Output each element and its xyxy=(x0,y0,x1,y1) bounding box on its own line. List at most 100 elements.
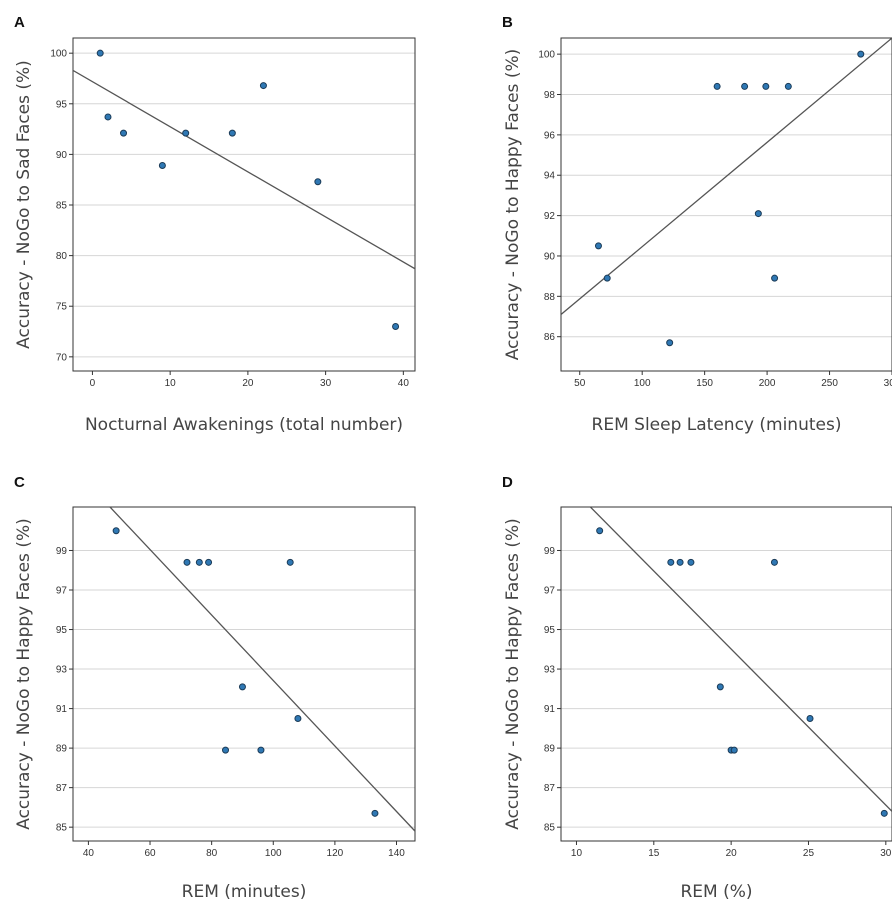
data-point xyxy=(392,322,400,330)
plot-frame xyxy=(560,37,892,372)
panel-letter: B xyxy=(502,14,513,31)
y-tick-label: 97 xyxy=(544,586,556,597)
regression-line xyxy=(109,507,415,832)
x-axis-title: Nocturnal Awakenings (total number) xyxy=(85,415,403,435)
data-point xyxy=(182,129,190,137)
y-axis-title: Accuracy - NoGo to Sad Faces (%) xyxy=(14,60,34,349)
panel-b: 86 88 90 92 94 96 98 100 50 100 150 200 250 300 B REM S… xyxy=(502,14,892,435)
data-point xyxy=(770,558,778,566)
x-tick-label: 250 xyxy=(821,378,838,389)
y-tick-label: 87 xyxy=(544,783,556,794)
x-tick-label: 140 xyxy=(388,848,405,859)
data-point xyxy=(205,558,213,566)
y-tick-label: 95 xyxy=(56,625,68,636)
y-axis-title: Accuracy - NoGo to Happy Faces (%) xyxy=(14,518,34,830)
data-point xyxy=(716,683,724,691)
x-tick-label: 30 xyxy=(880,848,892,859)
y-tick-label: 97 xyxy=(56,586,68,597)
y-tick-label: 95 xyxy=(56,99,68,110)
x-tick-label: 20 xyxy=(726,848,738,859)
x-tick-label: 150 xyxy=(696,378,713,389)
x-axis-title: REM (%) xyxy=(680,882,752,902)
regression-line xyxy=(561,38,892,315)
y-tick-label: 94 xyxy=(544,171,556,182)
data-point xyxy=(762,82,770,90)
y-tick-label: 93 xyxy=(544,665,556,676)
data-point xyxy=(112,527,120,535)
y-tick-label: 85 xyxy=(56,823,68,834)
y-tick-label: 86 xyxy=(544,332,556,343)
y-tick-label: 85 xyxy=(56,201,68,212)
y-tick-label: 99 xyxy=(56,546,68,557)
data-point xyxy=(96,49,104,57)
data-point xyxy=(104,113,112,121)
panel-letter: C xyxy=(14,474,25,491)
y-tick-label: 75 xyxy=(56,302,68,313)
data-point xyxy=(730,746,738,754)
data-point xyxy=(183,558,191,566)
x-tick-label: 30 xyxy=(320,378,332,389)
y-tick-label: 70 xyxy=(56,352,68,363)
y-tick-label: 90 xyxy=(56,150,68,161)
data-point xyxy=(741,82,749,90)
x-tick-label: 10 xyxy=(165,378,177,389)
data-point xyxy=(294,714,302,722)
x-tick-label: 100 xyxy=(265,848,282,859)
data-point xyxy=(713,82,721,90)
data-point xyxy=(314,178,322,186)
data-point xyxy=(806,714,814,722)
panel-c: 85 87 89 91 93 95 97 99 40 60 80 100 120 140 C REM (min… xyxy=(14,474,416,902)
y-tick-label: 96 xyxy=(544,130,556,141)
plot-frame xyxy=(72,506,416,842)
plot-frame xyxy=(560,506,892,842)
data-point xyxy=(880,809,888,817)
x-tick-label: 15 xyxy=(648,848,660,859)
y-tick-label: 98 xyxy=(544,90,556,101)
data-point xyxy=(676,558,684,566)
x-tick-label: 40 xyxy=(398,378,410,389)
regression-line xyxy=(73,69,415,270)
x-tick-label: 300 xyxy=(884,378,892,389)
x-tick-label: 80 xyxy=(206,848,218,859)
x-tick-label: 10 xyxy=(571,848,583,859)
y-tick-label: 100 xyxy=(538,50,555,61)
data-point xyxy=(596,527,604,535)
data-point xyxy=(857,50,865,58)
x-tick-label: 40 xyxy=(83,848,95,859)
data-point xyxy=(158,162,166,170)
y-tick-label: 88 xyxy=(544,292,556,303)
data-point xyxy=(257,746,265,754)
x-axis-title: REM Sleep Latency (minutes) xyxy=(592,415,842,435)
data-point xyxy=(594,242,602,250)
x-tick-label: 120 xyxy=(327,848,344,859)
data-point xyxy=(222,746,230,754)
data-point xyxy=(603,274,611,282)
x-tick-label: 100 xyxy=(634,378,651,389)
data-point xyxy=(286,558,294,566)
y-tick-label: 89 xyxy=(544,744,556,755)
y-tick-label: 89 xyxy=(56,744,68,755)
panel-letter: D xyxy=(502,474,513,491)
regression-line xyxy=(589,507,892,812)
y-tick-label: 91 xyxy=(56,704,68,715)
data-point xyxy=(228,129,236,137)
y-tick-label: 80 xyxy=(56,251,68,262)
x-tick-label: 25 xyxy=(803,848,815,859)
y-tick-label: 91 xyxy=(544,704,556,715)
y-tick-label: 95 xyxy=(544,625,556,636)
data-point xyxy=(754,210,762,218)
data-point xyxy=(687,558,695,566)
data-point xyxy=(195,558,203,566)
y-tick-label: 87 xyxy=(56,783,68,794)
panel-letter: A xyxy=(14,14,25,31)
y-tick-label: 99 xyxy=(544,546,556,557)
y-axis-title: Accuracy - NoGo to Happy Faces (%) xyxy=(503,518,523,830)
y-tick-label: 100 xyxy=(50,49,67,60)
data-point xyxy=(666,339,674,347)
data-point xyxy=(238,683,246,691)
x-tick-label: 50 xyxy=(574,378,586,389)
plot-frame xyxy=(72,37,416,372)
y-tick-label: 93 xyxy=(56,665,68,676)
panel-a: 70 75 80 85 90 95 100 0 10 20 30 40 A Nocturnal Awake… xyxy=(14,14,416,435)
